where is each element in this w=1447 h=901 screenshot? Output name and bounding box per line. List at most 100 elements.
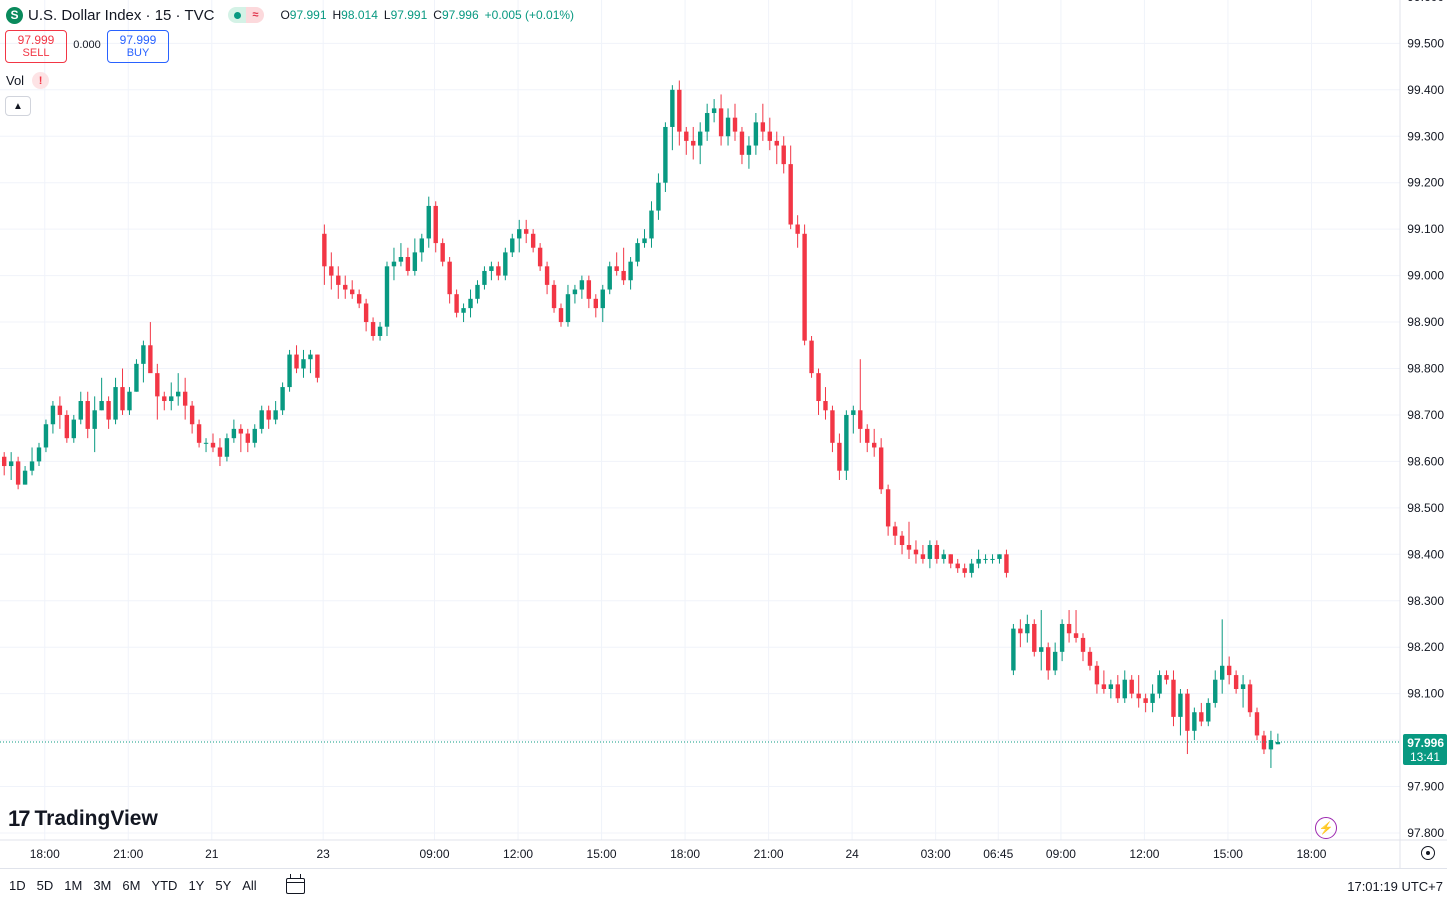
candle bbox=[336, 266, 341, 299]
candle bbox=[489, 261, 494, 281]
candle-body bbox=[426, 205, 431, 239]
range-button-1m[interactable]: 1M bbox=[64, 878, 83, 893]
candle-body bbox=[732, 117, 738, 132]
candle-body bbox=[1046, 647, 1051, 671]
candle-body bbox=[774, 140, 779, 146]
price-tick-label: 98.300 bbox=[1407, 594, 1444, 608]
time-tick-label: 21 bbox=[205, 847, 219, 861]
candle bbox=[1129, 675, 1134, 699]
market-status-dot-icon[interactable] bbox=[228, 7, 247, 23]
candle-body bbox=[586, 280, 592, 299]
candle-body bbox=[78, 401, 83, 420]
candle bbox=[1226, 656, 1232, 685]
candle-body bbox=[934, 545, 940, 559]
symbol-title[interactable]: U.S. Dollar Index · 15 · TVC bbox=[28, 6, 215, 24]
range-button-1d[interactable]: 1D bbox=[9, 878, 26, 893]
range-button-ytd[interactable]: YTD bbox=[151, 878, 178, 893]
candle bbox=[196, 419, 202, 448]
range-button-3m[interactable]: 3M bbox=[93, 878, 112, 893]
candle bbox=[572, 284, 578, 304]
candle bbox=[210, 433, 216, 453]
candle-body bbox=[718, 108, 724, 137]
symbol-logo-icon[interactable]: S bbox=[6, 6, 23, 24]
time-scale[interactable]: 18:00 21:00 21 23 09:00 12:00 15:00 18:00 21:00 2… bbox=[0, 839, 1447, 861]
candle bbox=[1066, 610, 1072, 643]
candle-body bbox=[642, 238, 647, 244]
candle bbox=[1185, 689, 1190, 755]
range-button-5d[interactable]: 5D bbox=[36, 878, 54, 893]
candle bbox=[350, 280, 355, 299]
candle bbox=[551, 280, 557, 313]
candle-body bbox=[976, 558, 981, 564]
calendar-icon[interactable] bbox=[286, 874, 305, 894]
bottom-toolbar: 1D 5D 1M 3M 6M YTD 1Y 5Y All 17:01:19 UTC+7 bbox=[0, 868, 1447, 901]
collapse-legend-button[interactable]: ▲ bbox=[5, 96, 31, 116]
candle bbox=[677, 80, 682, 146]
candle-body bbox=[106, 401, 111, 420]
candle-body bbox=[892, 526, 898, 536]
candle-body bbox=[322, 233, 327, 267]
price-scale[interactable]: 97.80097.90098.00098.10098.20098.30098.4… bbox=[1399, 0, 1447, 868]
candle-body bbox=[1094, 665, 1100, 685]
candle bbox=[1157, 670, 1162, 699]
candle bbox=[377, 322, 383, 341]
candle bbox=[1199, 702, 1204, 727]
candle-body bbox=[753, 122, 759, 146]
candle-body bbox=[1087, 651, 1093, 666]
candle-body bbox=[1011, 628, 1016, 671]
candle bbox=[663, 122, 668, 192]
candle bbox=[704, 103, 710, 141]
candle-body bbox=[294, 354, 299, 369]
time-tick-label: 24 bbox=[845, 847, 859, 861]
range-button-5y[interactable]: 5Y bbox=[215, 878, 232, 893]
price-tick-label: 99.300 bbox=[1407, 129, 1444, 143]
candle-body bbox=[141, 345, 146, 364]
candle-body bbox=[350, 289, 355, 295]
candle bbox=[823, 387, 828, 420]
candle-body bbox=[22, 470, 28, 485]
candle bbox=[558, 303, 564, 327]
clock-timezone[interactable]: 17:01:19 UTC+7 bbox=[1347, 879, 1443, 894]
candle bbox=[1039, 610, 1044, 671]
candle bbox=[635, 238, 640, 267]
candle bbox=[343, 275, 348, 299]
candle bbox=[8, 452, 14, 480]
candle-body bbox=[913, 549, 919, 555]
candle bbox=[99, 377, 104, 411]
candle-body bbox=[1192, 712, 1197, 731]
buy-button[interactable]: 97.999 BUY bbox=[107, 30, 169, 63]
candle-body bbox=[252, 428, 257, 443]
buy-price: 97.999 bbox=[119, 32, 157, 47]
candle-body bbox=[120, 387, 125, 411]
sell-button[interactable]: 97.999 SELL bbox=[5, 30, 67, 63]
candle bbox=[398, 243, 404, 267]
candle-body bbox=[1018, 628, 1023, 634]
warning-icon[interactable]: ! bbox=[32, 72, 50, 89]
range-button-all[interactable]: All bbox=[242, 878, 257, 893]
candle-body bbox=[1115, 684, 1120, 699]
candle-body bbox=[384, 266, 390, 327]
wave-icon[interactable]: ≈ bbox=[246, 7, 265, 23]
candle-body bbox=[600, 289, 605, 309]
candle bbox=[837, 433, 842, 480]
candle-body bbox=[927, 545, 933, 559]
range-button-1y[interactable]: 1Y bbox=[188, 878, 205, 893]
candle bbox=[858, 359, 863, 443]
candle-body bbox=[377, 326, 383, 336]
volume-label[interactable]: Vol bbox=[6, 73, 25, 88]
range-button-6m[interactable]: 6M bbox=[122, 878, 141, 893]
candle bbox=[997, 554, 1002, 564]
candle-body bbox=[558, 308, 564, 323]
last-price-value: 97.996 bbox=[1407, 736, 1444, 750]
candle-body bbox=[551, 284, 557, 309]
candle bbox=[266, 405, 271, 429]
candle bbox=[50, 401, 56, 434]
candle-body bbox=[767, 131, 772, 141]
price-tick-label: 99.000 bbox=[1407, 269, 1444, 283]
last-price-badge[interactable] bbox=[1403, 733, 1447, 765]
candle-body bbox=[760, 122, 766, 132]
candle bbox=[802, 224, 807, 346]
lightning-icon[interactable]: ⚡ bbox=[1315, 817, 1337, 839]
chart-settings-icon[interactable] bbox=[1421, 846, 1435, 860]
